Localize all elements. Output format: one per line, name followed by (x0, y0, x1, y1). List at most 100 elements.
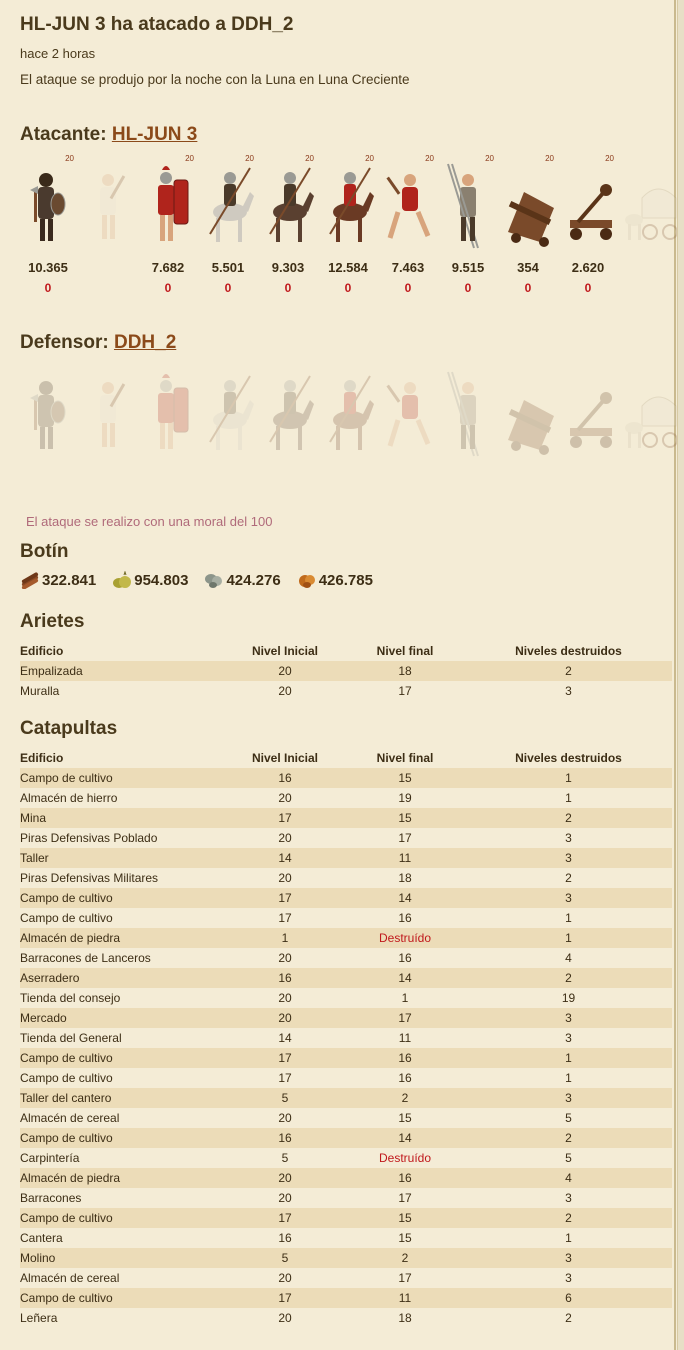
final-level-cell: 11 (398, 1031, 412, 1045)
ram-unit-icon[interactable] (500, 362, 558, 462)
destroyed-levels-cell: 2 (565, 1311, 572, 1325)
catapults-col-initial: Nivel Inicial (251, 751, 319, 765)
scrollbar[interactable] (677, 0, 684, 1350)
destroyed-levels-cell: 2 (465, 808, 672, 828)
initial-level-cell: 16 (225, 1128, 345, 1148)
swordsman-unit-icon-graphic (158, 374, 189, 449)
defender-link[interactable]: DDH_2 (113, 332, 177, 353)
loot-heading: Botín (20, 541, 69, 562)
building-cell: Barracones de Lanceros (20, 951, 151, 965)
attacker-heading: Atacante: HL-JUN 3 (20, 124, 197, 146)
building-cell: Campo de cultivo (20, 1128, 225, 1148)
loot-row: 322.841 954.803 424.276 426.785 (20, 571, 373, 589)
final-level-cell: 16 (398, 951, 412, 965)
swordsman-unit-icon[interactable] (140, 362, 198, 462)
light-cavalry-unit-icon-graphic (209, 167, 254, 242)
building-cell: Campo de cultivo (20, 888, 225, 908)
final-level-cell: 16 (398, 911, 412, 925)
unit-loss: 0 (224, 281, 232, 295)
rams-header-row: Edificio Nivel Inicial Nivel final Nivel… (20, 641, 672, 661)
destroyed-levels-cell: 3 (465, 1088, 672, 1108)
unit-level: 20 (245, 154, 254, 163)
wagon-unit-icon[interactable] (620, 362, 678, 462)
unit-loss: 0 (44, 281, 52, 295)
catapult-unit-icon[interactable]: 20 (560, 154, 618, 254)
attacker-link[interactable]: HL-JUN 3 (111, 124, 198, 145)
unit-level: 20 (605, 154, 614, 163)
building-cell: Almacén de cereal (20, 1271, 120, 1285)
table-row: Barracones de Lanceros 20 16 4 (20, 948, 672, 968)
rams-heading: Arietes (20, 611, 85, 632)
captain-unit-icon[interactable] (380, 362, 438, 462)
destroyed-levels-cell: 3 (465, 1248, 672, 1268)
final-level-cell: 18 (398, 1311, 412, 1325)
table-row: Campo de cultivo 17 15 2 (20, 1208, 672, 1228)
heavy-cavalry-unit-icon[interactable]: 20 (320, 154, 378, 254)
spear-cavalry-unit-icon[interactable]: 20 (260, 154, 318, 254)
ram-unit-icon[interactable]: 20 (500, 154, 558, 254)
catapult-unit-icon-graphic (570, 184, 612, 240)
initial-level-cell: 17 (225, 1288, 345, 1308)
final-level-cell: 11 (345, 1288, 465, 1308)
heavy-cavalry-unit-icon[interactable] (320, 362, 378, 462)
grain-icon (113, 571, 132, 588)
destroyed-levels-cell: 2 (465, 661, 672, 681)
spear-cavalry-unit-icon[interactable] (260, 362, 318, 462)
initial-level-cell: 17 (225, 808, 345, 828)
pikeman-unit-icon[interactable]: 20 (440, 154, 498, 254)
building-cell: Muralla (20, 684, 60, 698)
loot-iron: 426.785 (297, 571, 373, 589)
swordsman-unit-icon[interactable]: 20 (140, 154, 198, 254)
pikeman-unit-icon[interactable] (440, 362, 498, 462)
table-row: Barracones 20 17 3 (20, 1188, 672, 1208)
catapult-unit-icon[interactable] (560, 362, 618, 462)
light-cavalry-unit-icon[interactable] (200, 362, 258, 462)
destroyed-levels-cell: 2 (465, 1128, 672, 1148)
destroyed-levels-cell: 3 (565, 1191, 572, 1205)
table-row: Empalizada 20 18 2 (20, 661, 672, 681)
worker-unit-icon[interactable] (80, 362, 138, 462)
destroyed-levels-cell: 1 (565, 1231, 572, 1245)
unit-level: 20 (425, 154, 434, 163)
table-row: Aserradero 16 14 2 (20, 968, 672, 988)
table-row: Piras Defensivas Poblado 20 17 3 (20, 828, 672, 848)
final-level-cell: 2 (345, 1248, 465, 1268)
unit-loss: 0 (584, 281, 592, 295)
ram-unit-icon-graphic (508, 400, 554, 455)
axeman-unit-icon[interactable]: 20 (20, 154, 78, 254)
destroyed-levels-cell: 1 (465, 928, 672, 948)
final-level-cell: 15 (345, 768, 465, 788)
building-cell: Taller (20, 848, 225, 868)
table-row: Campo de cultivo 17 14 3 (20, 888, 672, 908)
building-cell: Molino (20, 1248, 225, 1268)
captain-unit-icon[interactable]: 20 (380, 154, 438, 254)
catapults-header-row: Edificio Nivel Inicial Nivel final Nivel… (20, 748, 672, 768)
table-row: Almacén de cereal 20 17 3 (20, 1268, 672, 1288)
wagon-unit-icon[interactable] (620, 154, 678, 254)
final-level-cell: 17 (398, 831, 412, 845)
final-level-cell: 16 (345, 1168, 465, 1188)
worker-unit-icon-graphic (100, 174, 126, 239)
captain-unit-icon-graphic (386, 174, 431, 239)
worker-unit-icon[interactable] (80, 154, 138, 254)
attacker-units: 20 20 20 20 20 20 20 20 20 (20, 154, 680, 254)
attacker-label: Atacante: (20, 124, 107, 145)
initial-level-cell: 14 (225, 848, 345, 868)
destroyed-levels-cell: 6 (465, 1288, 672, 1308)
initial-level-cell: 20 (278, 991, 292, 1005)
building-cell: Piras Defensivas Militares (20, 871, 159, 885)
rams-col-final: Nivel final (376, 644, 434, 658)
unit-loss: 0 (464, 281, 472, 295)
building-cell: Cantera (20, 1231, 63, 1245)
building-cell: Campo de cultivo (20, 911, 113, 925)
light-cavalry-unit-icon[interactable]: 20 (200, 154, 258, 254)
final-level-cell: 17 (398, 1191, 412, 1205)
building-cell: Empalizada (20, 661, 225, 681)
final-level-cell: 18 (345, 661, 465, 681)
destroyed-levels-cell: 3 (465, 848, 672, 868)
destroyed-levels-cell: 5 (565, 1111, 572, 1125)
destroyed-levels-cell: 4 (465, 1168, 672, 1188)
night-info: El ataque se produjo por la noche con la… (20, 72, 410, 87)
axeman-unit-icon[interactable] (20, 362, 78, 462)
